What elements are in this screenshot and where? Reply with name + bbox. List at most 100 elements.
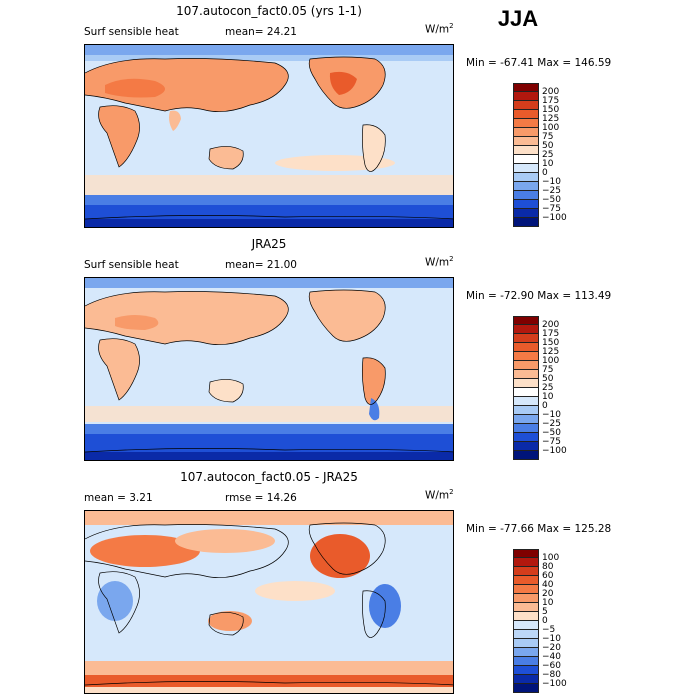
- map-svg: [85, 45, 453, 227]
- colorbar-swatch: [513, 684, 539, 693]
- colorbar-swatch: [513, 397, 539, 406]
- units-label: W/m2: [425, 22, 454, 36]
- colorbar-swatch: [513, 388, 539, 397]
- colorbar-tick-label: 10: [542, 158, 554, 169]
- colorbar: [513, 549, 539, 693]
- colorbar-tick-label: 100: [542, 552, 560, 563]
- units-label: W/m2: [425, 488, 454, 502]
- colorbar-tick-label: 200: [542, 319, 560, 330]
- colorbar-tick-label: 0: [542, 167, 548, 178]
- colorbar-tick-label: −10: [542, 409, 561, 420]
- colorbar-swatch: [513, 639, 539, 648]
- variable-label: Surf sensible heat: [84, 26, 179, 38]
- colorbar-swatch: [513, 433, 539, 442]
- colorbar-swatch: [513, 585, 539, 594]
- colorbar-swatch: [513, 630, 539, 639]
- colorbar-tick-label: 60: [542, 570, 554, 581]
- colorbar-swatch: [513, 209, 539, 218]
- colorbar-swatch: [513, 218, 539, 227]
- colorbar-tick-label: 150: [542, 337, 560, 348]
- colorbar-swatch: [513, 442, 539, 451]
- colorbar-swatch: [513, 594, 539, 603]
- colorbar-tick-label: −25: [542, 185, 561, 196]
- mean-label: mean= 24.21: [225, 26, 297, 38]
- colorbar-swatch: [513, 101, 539, 110]
- colorbar-swatch: [513, 352, 539, 361]
- colorbar-tick-label: −100: [542, 445, 567, 456]
- colorbar-tick-label: −10: [542, 176, 561, 187]
- colorbar-swatch: [513, 146, 539, 155]
- colorbar-tick-label: −100: [542, 212, 567, 223]
- colorbar-swatch: [513, 666, 539, 675]
- colorbar-swatch: [513, 92, 539, 101]
- colorbar-tick-label: 5: [542, 606, 548, 617]
- colorbar-tick-label: −100: [542, 678, 567, 689]
- colorbar-swatch: [513, 567, 539, 576]
- colorbar-tick-label: 50: [542, 140, 554, 151]
- colorbar-tick-label: 40: [542, 579, 554, 590]
- colorbar-swatch: [513, 657, 539, 666]
- colorbar-tick-label: 125: [542, 346, 560, 357]
- units-label: W/m2: [425, 255, 454, 269]
- colorbar-swatch: [513, 334, 539, 343]
- map-svg: [85, 278, 453, 460]
- colorbar: [513, 83, 539, 227]
- colorbar-swatch: [513, 343, 539, 352]
- colorbar-swatch: [513, 549, 539, 558]
- panel-title: JRA25: [251, 237, 287, 251]
- colorbar-tick-label: −10: [542, 633, 561, 644]
- min-max-label: Min = -67.41 Max = 146.59: [466, 57, 612, 69]
- colorbar-tick-label: −50: [542, 427, 561, 438]
- colorbar-tick-label: −40: [542, 651, 561, 662]
- colorbar-tick-label: 75: [542, 364, 554, 375]
- colorbar-tick-label: 200: [542, 86, 560, 97]
- colorbar-swatch: [513, 110, 539, 119]
- colorbar-tick-label: 50: [542, 373, 554, 384]
- colorbar-swatch: [513, 191, 539, 200]
- colorbar-tick-label: 20: [542, 588, 554, 599]
- colorbar-swatch: [513, 451, 539, 460]
- colorbar-swatch: [513, 406, 539, 415]
- colorbar-swatch: [513, 182, 539, 191]
- colorbar-swatch: [513, 612, 539, 621]
- rmse-label: rmse = 14.26: [225, 492, 297, 504]
- colorbar-tick-label: −60: [542, 660, 561, 671]
- colorbar: [513, 316, 539, 460]
- colorbar-tick-label: −20: [542, 642, 561, 653]
- colorbar-swatch: [513, 173, 539, 182]
- panel-diff: 107.autocon_fact0.05 - JRA25 mean = 3.21…: [0, 466, 700, 698]
- colorbar-tick-label: 175: [542, 95, 560, 106]
- colorbar-tick-label: 10: [542, 597, 554, 608]
- colorbar-swatch: [513, 576, 539, 585]
- colorbar-tick-label: 75: [542, 131, 554, 142]
- colorbar-tick-label: 10: [542, 391, 554, 402]
- colorbar-tick-label: 175: [542, 328, 560, 339]
- colorbar-swatch: [513, 325, 539, 334]
- colorbar-tick-label: 25: [542, 382, 554, 393]
- colorbar-swatch: [513, 424, 539, 433]
- mean-label: mean= 21.00: [225, 259, 297, 271]
- colorbar-swatch: [513, 621, 539, 630]
- colorbar-tick-label: 0: [542, 400, 548, 411]
- colorbar-tick-label: −75: [542, 436, 561, 447]
- colorbar-tick-label: −75: [542, 203, 561, 214]
- min-max-label: Min = -72.90 Max = 113.49: [466, 290, 612, 302]
- panel-model: 107.autocon_fact0.05 (yrs 1-1) Surf sens…: [0, 0, 700, 232]
- colorbar-swatch: [513, 675, 539, 684]
- panel-title: 107.autocon_fact0.05 - JRA25: [180, 470, 358, 484]
- colorbar-swatch: [513, 128, 539, 137]
- map-model: [84, 44, 454, 228]
- colorbar-tick-label: 100: [542, 355, 560, 366]
- colorbar-swatch: [513, 361, 539, 370]
- season-label: JJA: [497, 6, 539, 31]
- variable-label: Surf sensible heat: [84, 259, 179, 271]
- colorbar-swatch: [513, 379, 539, 388]
- colorbar-tick-label: 150: [542, 104, 560, 115]
- colorbar-swatch: [513, 415, 539, 424]
- colorbar-swatch: [513, 648, 539, 657]
- colorbar-swatch: [513, 316, 539, 325]
- colorbar-tick-label: 125: [542, 113, 560, 124]
- colorbar-swatch: [513, 370, 539, 379]
- colorbar-swatch: [513, 137, 539, 146]
- colorbar-tick-label: 25: [542, 149, 554, 160]
